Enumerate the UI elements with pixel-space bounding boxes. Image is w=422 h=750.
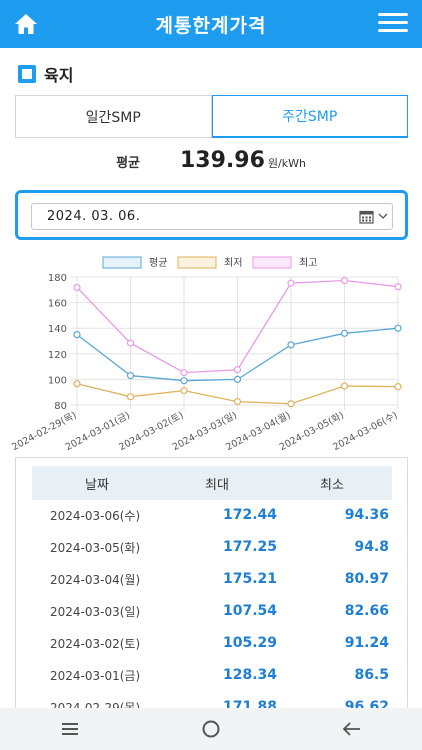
legend-swatch <box>177 256 217 269</box>
row-date: 2024-03-05(화) <box>50 540 141 555</box>
data-point <box>233 375 242 383</box>
col-header-max: 최대 <box>205 477 229 493</box>
data-point <box>287 400 295 408</box>
row-max: 105.29 <box>222 635 277 651</box>
row-max: 107.54 <box>222 603 277 619</box>
tab-weekly-smp[interactable]: 주간SMP <box>211 95 408 138</box>
calendar-icon[interactable] <box>359 209 374 224</box>
data-point <box>233 397 242 406</box>
hamburger-menu-icon[interactable] <box>378 13 408 35</box>
row-date: 2024-03-03(일) <box>50 604 141 619</box>
row-min: 80.97 <box>344 571 389 587</box>
row-max: 128.34 <box>222 667 277 683</box>
data-point <box>180 369 188 377</box>
table-row: 2024-03-04(월) 175.21 80.97 <box>32 563 392 595</box>
row-max: 175.21 <box>222 571 277 587</box>
row-min: 94.8 <box>354 539 389 555</box>
y-tick-label: 120 <box>48 350 67 361</box>
data-point <box>340 329 349 337</box>
average-unit: 원/kWh <box>267 157 306 170</box>
back-arrow-icon <box>342 722 360 736</box>
data-point <box>394 283 402 291</box>
home-icon[interactable] <box>13 11 39 37</box>
row-max: 177.25 <box>222 539 277 555</box>
row-min: 91.24 <box>344 635 389 651</box>
data-point <box>287 279 295 287</box>
table-row: 2024-03-05(화) 177.25 94.8 <box>32 531 392 563</box>
row-min: 82.66 <box>344 603 389 619</box>
tab-daily-smp[interactable]: 일간SMP <box>15 95 212 138</box>
region-heading: 육지 <box>18 62 73 86</box>
data-point <box>287 341 295 349</box>
home-circle-icon <box>202 720 220 738</box>
smp-line-chart: 801001201401601802024-02-29(목)2024-03-01… <box>10 256 402 450</box>
row-date: 2024-03-02(토) <box>50 636 141 651</box>
data-point <box>180 377 188 385</box>
data-point <box>73 330 81 339</box>
legend-swatch <box>252 256 292 269</box>
data-point <box>233 366 242 374</box>
table-row: 2024-03-06(수) 172.44 94.36 <box>32 499 392 531</box>
recent-apps-button[interactable] <box>50 717 90 741</box>
date-input[interactable]: 2024. 03. 06. <box>31 203 393 230</box>
row-min: 86.5 <box>354 667 389 683</box>
data-point <box>73 283 81 291</box>
recent-apps-icon <box>62 723 79 735</box>
chevron-down-icon[interactable] <box>378 212 388 220</box>
y-tick-label: 140 <box>48 324 67 335</box>
row-date: 2024-03-04(월) <box>50 572 141 587</box>
page-title: 계통한계가격 <box>155 14 267 37</box>
row-min: 94.36 <box>344 507 389 523</box>
y-tick-label: 180 <box>48 273 67 284</box>
smp-table: 날짜 최대 최소 2024-03-06(수) 172.44 94.36 2024… <box>15 457 408 717</box>
legend-label: 최고 <box>299 257 317 269</box>
date-picker-container: 2024. 03. 06. <box>15 190 408 240</box>
y-tick-label: 80 <box>54 401 67 412</box>
table-row: 2024-03-03(일) 107.54 82.66 <box>32 595 392 627</box>
region-label: 육지 <box>44 66 74 85</box>
smp-tabs: 일간SMP 주간SMP <box>15 95 408 138</box>
legend-label: 최저 <box>224 257 242 269</box>
legend-label: 평균 <box>149 257 167 269</box>
data-point <box>340 276 349 285</box>
data-point <box>180 387 188 395</box>
app-header: 계통한계가격 <box>0 0 422 48</box>
data-point <box>126 339 135 347</box>
col-header-min: 최소 <box>320 477 344 493</box>
data-point <box>73 380 81 388</box>
average-value: 139.96 <box>179 148 265 173</box>
table-row: 2024-03-01(금) 128.34 86.5 <box>32 659 392 691</box>
system-nav-bar <box>0 708 422 750</box>
average-label: 평균 <box>116 156 140 171</box>
data-point <box>394 324 402 332</box>
table-row: 2024-03-02(토) 105.29 91.24 <box>32 627 392 659</box>
table-header: 날짜 최대 최소 <box>32 466 392 500</box>
data-point <box>394 383 402 391</box>
data-point <box>340 382 349 390</box>
data-point <box>126 393 135 401</box>
col-header-date: 날짜 <box>85 477 109 493</box>
legend-swatch <box>102 256 142 269</box>
row-date: 2024-03-06(수) <box>50 508 141 523</box>
y-tick-label: 160 <box>48 299 67 310</box>
data-point <box>126 371 135 380</box>
back-button[interactable] <box>332 717 372 741</box>
square-bullet-icon <box>18 65 36 83</box>
date-value: 2024. 03. 06. <box>47 209 141 224</box>
y-tick-label: 100 <box>48 375 67 386</box>
home-nav-button[interactable] <box>191 717 231 741</box>
row-max: 172.44 <box>222 507 277 523</box>
row-date: 2024-03-01(금) <box>50 668 141 683</box>
average-summary: 평균 139.96 원/kWh <box>0 148 422 178</box>
